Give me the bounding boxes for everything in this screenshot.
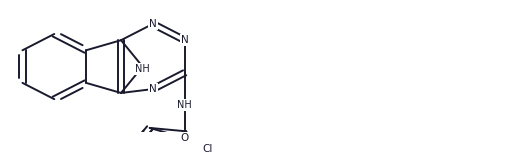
Text: NH: NH (135, 64, 150, 74)
Text: O: O (180, 133, 189, 143)
Text: N: N (149, 19, 157, 29)
Text: NH: NH (177, 100, 192, 110)
Text: N: N (181, 133, 189, 143)
Text: Cl: Cl (203, 144, 213, 154)
Text: N: N (149, 84, 157, 94)
Text: N: N (181, 35, 189, 45)
